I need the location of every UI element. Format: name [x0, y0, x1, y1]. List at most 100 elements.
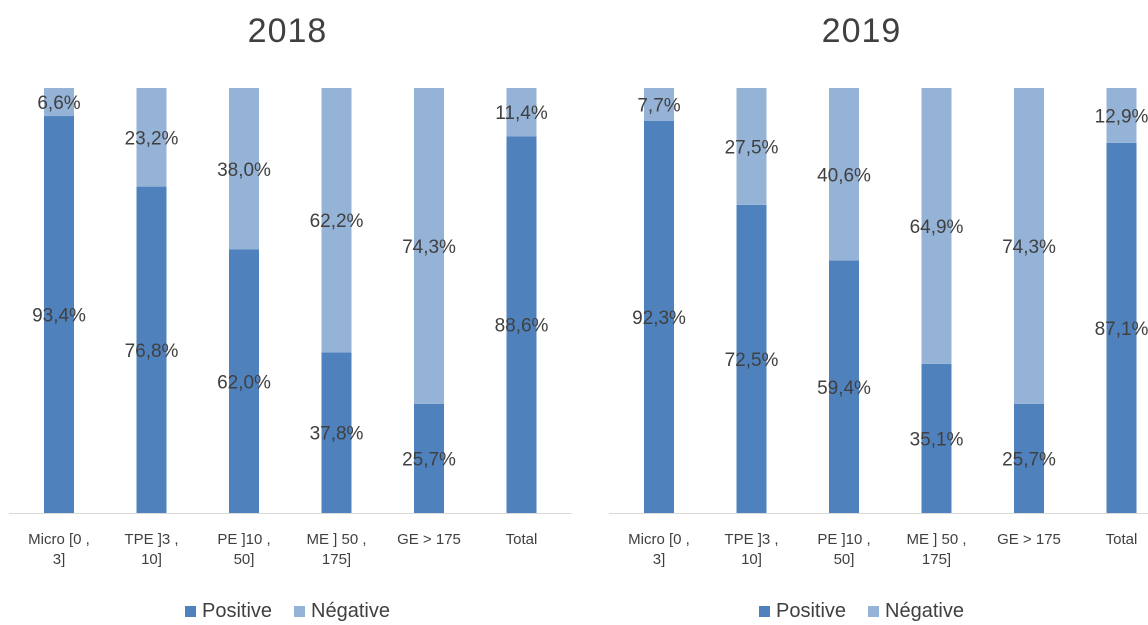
- bar-negative: [736, 88, 767, 205]
- legend-item-positive: Positive: [185, 600, 272, 623]
- data-label-negative: 38,0%: [217, 160, 271, 181]
- x-tick-label: Total: [506, 531, 538, 548]
- data-label-positive: 87,1%: [1095, 319, 1148, 340]
- chart-title: 2018: [247, 12, 328, 50]
- legend-label-positive: Positive: [776, 600, 847, 622]
- bar-negative: [321, 88, 352, 353]
- stacked-bar-chart: 93,4% 6,6% Micro [0 , 3] 76,8% 23,2% TPE ]3 , 1…: [9, 88, 572, 568]
- x-tick-label: Micro [0 , 3]: [28, 531, 90, 568]
- data-label-negative: 62,2%: [310, 211, 364, 232]
- legend-swatch-negative: [868, 606, 880, 617]
- legend-swatch-positive: [759, 606, 771, 617]
- legend-item-negative: Négative: [868, 600, 964, 623]
- data-label-negative: 23,2%: [125, 128, 179, 149]
- x-tick-label: PE ]10 , 50]: [217, 531, 270, 568]
- bar-negative: [1106, 88, 1137, 143]
- bar-positive: [229, 249, 259, 513]
- bar-negative: [1014, 88, 1044, 404]
- x-tick-label-line: GE > 175: [997, 531, 1061, 548]
- data-label-positive: 37,8%: [310, 424, 364, 445]
- data-label-positive: 92,3%: [632, 308, 686, 329]
- bar-positive: [321, 352, 352, 513]
- x-tick-label: GE > 175: [397, 531, 461, 548]
- x-tick-label-line: 3]: [53, 551, 66, 568]
- x-tick-label-line: 10]: [141, 551, 162, 568]
- legend-label-negative: Négative: [311, 600, 390, 622]
- x-tick-label-line: PE ]10 ,: [817, 531, 870, 548]
- data-label-positive: 35,1%: [910, 429, 964, 450]
- bar-positive: [736, 204, 767, 513]
- x-tick-label-line: ME ] 50 ,: [906, 531, 966, 548]
- data-label-negative: 64,9%: [910, 217, 964, 238]
- legend-item-negative: Négative: [294, 600, 390, 623]
- bar-positive: [921, 363, 952, 513]
- bar-positive: [414, 403, 444, 513]
- x-tick-label-line: Micro [0 ,: [628, 531, 690, 548]
- x-tick-label-line: PE ]10 ,: [217, 531, 270, 548]
- data-label-positive: 59,4%: [817, 378, 871, 399]
- data-label-negative: 74,3%: [1002, 237, 1056, 258]
- bar-negative: [229, 88, 259, 250]
- x-tick-label: Total: [1106, 531, 1138, 548]
- data-label-negative: 40,6%: [817, 165, 871, 186]
- data-label-positive: 93,4%: [32, 306, 86, 327]
- data-label-positive: 62,0%: [217, 372, 271, 393]
- x-tick-label: GE > 175: [997, 531, 1061, 548]
- bar-positive: [829, 260, 859, 513]
- legend: Positive Négative: [0, 600, 575, 623]
- x-tick-label-line: TPE ]3 ,: [724, 531, 778, 548]
- x-tick-label-line: GE > 175: [397, 531, 461, 548]
- legend: Positive Négative: [575, 600, 1148, 623]
- x-tick-label-line: Total: [506, 531, 538, 548]
- bar-positive: [44, 116, 74, 514]
- chart-panel-2019: 2019 92,3% 7,7% Micro [0 , 3] 72,5% 27,5% TPE …: [575, 0, 1148, 625]
- data-label-positive: 25,7%: [1002, 449, 1056, 470]
- x-tick-label: PE ]10 , 50]: [817, 531, 870, 568]
- data-label-negative: 6,6%: [37, 93, 80, 114]
- bar-negative: [44, 88, 74, 117]
- data-label-negative: 12,9%: [1095, 106, 1148, 127]
- legend-item-positive: Positive: [759, 600, 846, 623]
- x-tick-label-line: Total: [1106, 531, 1138, 548]
- legend-swatch-negative: [294, 606, 306, 617]
- x-tick-label-line: 3]: [653, 551, 666, 568]
- data-label-negative: 7,7%: [637, 95, 680, 116]
- data-label-positive: 25,7%: [402, 449, 456, 470]
- legend-label-positive: Positive: [202, 600, 273, 622]
- data-label-negative: 74,3%: [402, 237, 456, 258]
- bar-negative: [414, 88, 444, 404]
- chart-panel-2018: 2018 93,4% 6,6% Micro [0 , 3] 76,8% 23,2% TPE …: [0, 12, 575, 623]
- bar-negative: [506, 88, 537, 137]
- x-tick-label: Micro [0 , 3]: [628, 531, 690, 568]
- data-label-positive: 88,6%: [495, 316, 549, 337]
- data-label-negative: 11,4%: [495, 103, 548, 124]
- x-tick-label-line: ME ] 50 ,: [306, 531, 366, 548]
- x-tick-label: ME ] 50 , 175]: [306, 531, 366, 568]
- x-tick-label-line: 175]: [922, 551, 951, 568]
- stacked-bar-chart: 92,3% 7,7% Micro [0 , 3] 72,5% 27,5% TPE ]3 , 1…: [609, 88, 1148, 568]
- x-tick-label: TPE ]3 , 10]: [124, 531, 178, 568]
- bar-negative: [136, 88, 167, 187]
- bar-positive: [644, 120, 674, 513]
- data-label-positive: 76,8%: [125, 341, 179, 362]
- data-label-negative: 27,5%: [725, 137, 779, 158]
- data-label-positive: 72,5%: [725, 350, 779, 371]
- x-tick-label-line: 175]: [322, 551, 351, 568]
- x-tick-label: TPE ]3 , 10]: [724, 531, 778, 568]
- bar-positive: [136, 186, 167, 513]
- x-tick-label-line: TPE ]3 ,: [124, 531, 178, 548]
- bar-negative: [921, 88, 952, 364]
- x-tick-label-line: 10]: [741, 551, 762, 568]
- x-tick-label-line: Micro [0 ,: [28, 531, 90, 548]
- bar-positive: [1014, 403, 1044, 513]
- x-tick-label: ME ] 50 , 175]: [906, 531, 966, 568]
- bar-positive: [506, 136, 537, 513]
- x-tick-label-line: 50]: [234, 551, 255, 568]
- legend-swatch-positive: [185, 606, 197, 617]
- bar-negative: [644, 88, 674, 121]
- bar-positive: [1106, 142, 1137, 513]
- bar-negative: [829, 88, 859, 261]
- chart-title: 2019: [821, 12, 902, 50]
- legend-label-negative: Négative: [885, 600, 964, 622]
- x-tick-label-line: 50]: [834, 551, 855, 568]
